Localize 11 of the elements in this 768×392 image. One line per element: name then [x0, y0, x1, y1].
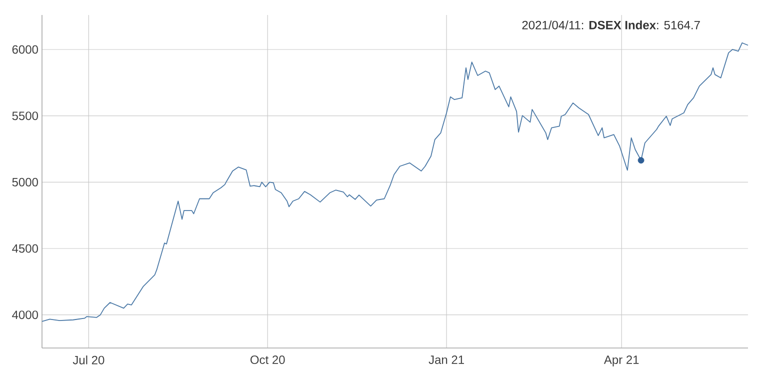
line-series — [42, 42, 748, 322]
x-tick-label: Apr 21 — [604, 356, 639, 366]
x-tick-label: Oct 20 — [250, 356, 285, 364]
y-tick-label: 5500 — [12, 112, 38, 120]
annotation: 2021/04/11: DSEX Index: 5164.7 — [522, 20, 700, 30]
y-tick-label: 4000 — [12, 310, 38, 320]
x-tick-label: Jan 21 — [428, 356, 464, 364]
x-tick-label: Jul 20 — [72, 356, 104, 364]
y-tick-label: 5000 — [12, 178, 38, 186]
y-tick-label: 4500 — [12, 244, 38, 253]
y-tick-label: 6000 — [12, 45, 38, 54]
